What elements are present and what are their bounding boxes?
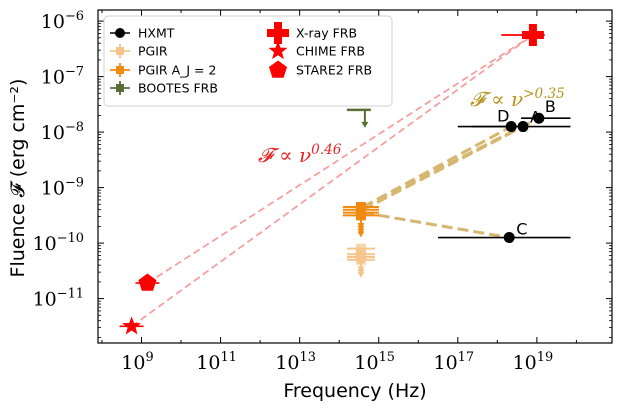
legend-label-pgir: PGIR <box>138 44 168 59</box>
legend: HXMT PGIR PGIR A_J = 2 BOOTES FRB X-ray FRB C… <box>103 15 393 107</box>
gold-relation-line <box>362 125 512 209</box>
legend-chime-frb-marker <box>268 41 288 60</box>
legend-label-chime_frb: CHIME FRB <box>296 44 365 59</box>
hxmt-marker <box>503 232 515 244</box>
legend-label-bootes: BOOTES FRB <box>138 81 218 96</box>
legend-box <box>103 15 393 107</box>
hxmt-marker <box>517 121 529 133</box>
xray-frb-marker <box>521 23 544 46</box>
y-tick-label: 10−11 <box>33 287 84 311</box>
chime-frb-marker <box>122 316 142 335</box>
x-tick-label: 1015 <box>354 350 395 374</box>
relation-lines <box>131 34 540 328</box>
gold-relation-line <box>362 211 510 240</box>
axis-ticks: 109 1011 1013 1015 1017 1019 10−11 10−10 10−9 10−… <box>33 9 612 374</box>
hxmt-marker <box>533 112 545 124</box>
pgir-aj-upper-limit-head <box>357 231 365 238</box>
legend-pgir-marker <box>116 47 124 55</box>
pgir-upper-limit-head <box>357 271 365 278</box>
legend-label-stare2_frb: STARE2 FRB <box>296 63 372 78</box>
x-tick-label: 1013 <box>275 350 316 374</box>
gold-relation-line <box>362 125 524 212</box>
red-relation-line <box>131 34 534 328</box>
legend-hxmt-marker <box>115 28 125 38</box>
hxmt-point-label: D <box>497 107 509 126</box>
hxmt-point-label: C <box>516 220 527 239</box>
y-tick-label: 10−10 <box>33 231 84 255</box>
legend-label-xray_frb: X-ray FRB <box>296 26 357 41</box>
x-tick-label: 1019 <box>513 350 554 374</box>
hxmt-point-label: B <box>545 97 556 116</box>
y-tick-label: 10−9 <box>41 176 84 200</box>
legend-label-hxmt: HXMT <box>138 26 175 41</box>
data-points: AB C D <box>119 23 571 335</box>
annotation-gold: 𝓕 ∝ ν>0.35 <box>470 86 565 111</box>
bootes-upper-limit-head <box>361 121 369 128</box>
hxmt-point-label: A <box>530 108 541 127</box>
stare2-frb-marker <box>138 273 157 291</box>
annotations: 𝓕 ∝ ν0.46 𝓕 ∝ ν>0.35 <box>258 86 565 167</box>
legend-xray-frb-marker <box>267 22 289 44</box>
hxmt-marker <box>505 121 517 133</box>
y-axis-title: Fluence 𝓕 (erg cm⁻²) <box>7 79 29 278</box>
y-tick-label: 10−8 <box>41 120 84 144</box>
legend-stare2-frb-marker <box>268 60 288 78</box>
x-tick-label: 1017 <box>433 350 474 374</box>
y-tick-label: 10−7 <box>41 65 84 89</box>
y-tick-label: 10−6 <box>41 9 84 33</box>
annotation-red: 𝓕 ∝ ν0.46 <box>258 142 342 167</box>
legend-bootes-marker <box>116 84 124 92</box>
x-axis-title: Frequency (Hz) <box>283 380 426 402</box>
x-tick-label: 1011 <box>196 350 237 374</box>
x-tick-label: 109 <box>121 350 153 374</box>
legend-pgir_aj-marker <box>116 66 124 74</box>
legend-label-pgir_aj: PGIR A_J = 2 <box>138 63 216 78</box>
